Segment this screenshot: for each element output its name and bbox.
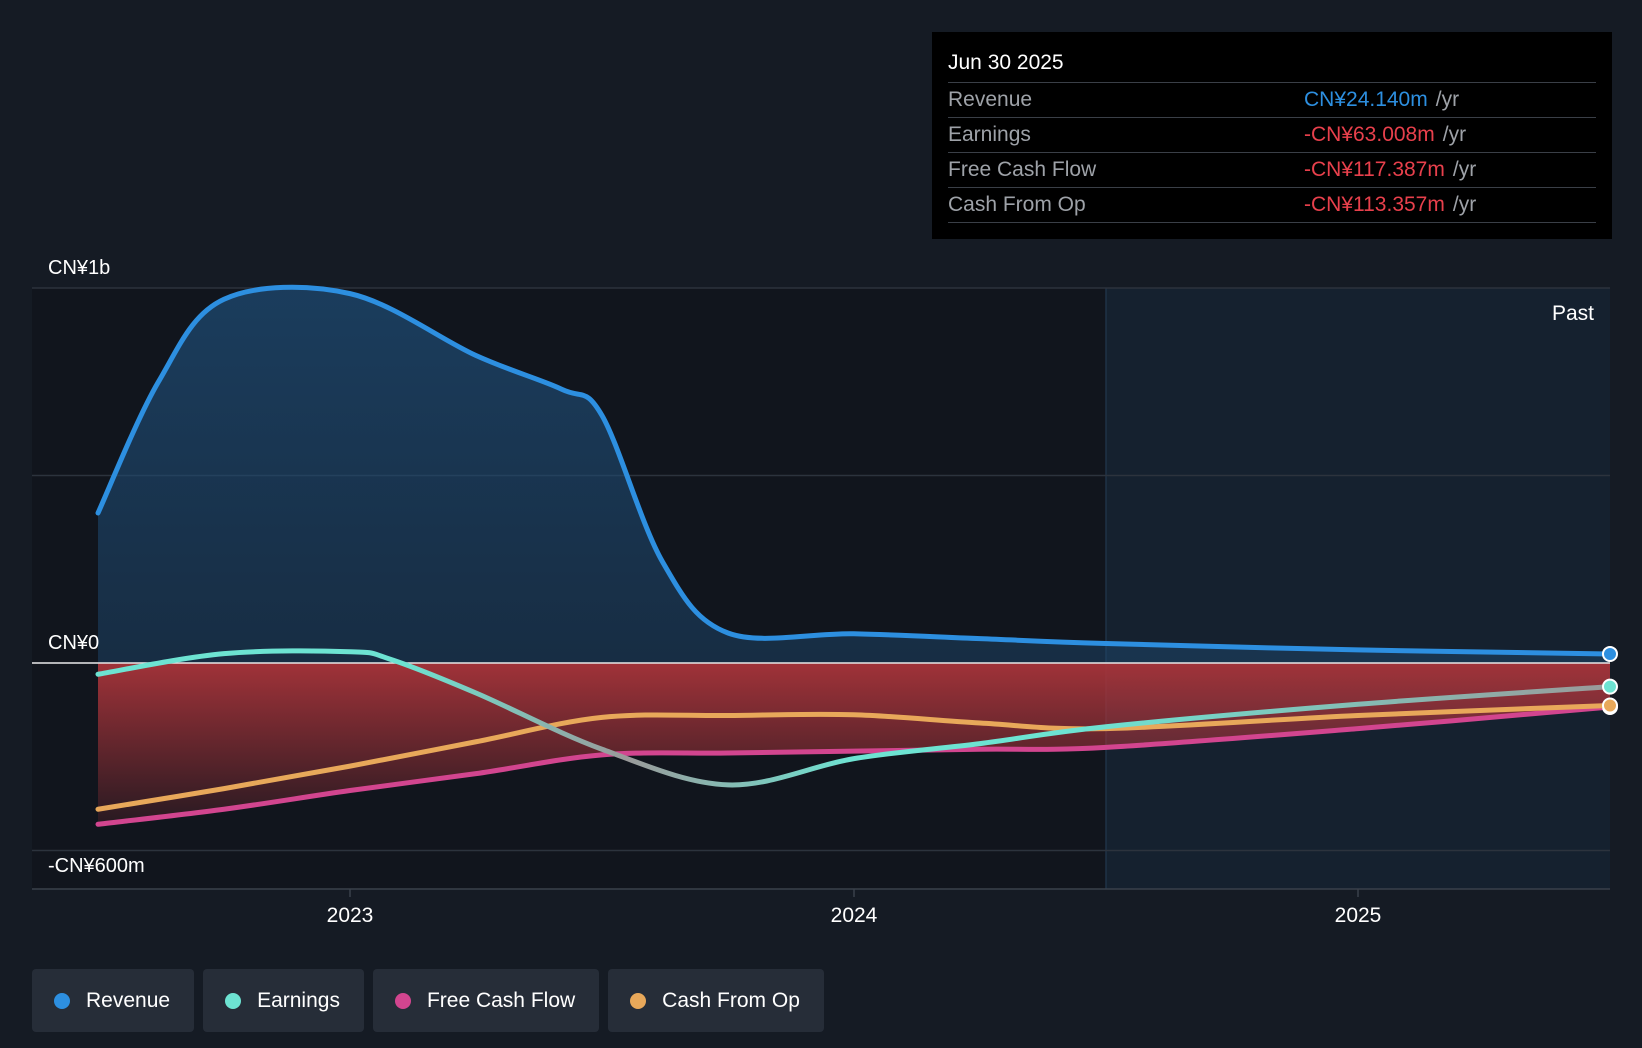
revenue-area bbox=[98, 287, 1610, 663]
legend-label: Cash From Op bbox=[662, 988, 800, 1012]
legend-item-cash-from-op[interactable]: Cash From Op bbox=[608, 969, 824, 1032]
past-label: Past bbox=[1552, 302, 1594, 325]
past-region bbox=[1106, 288, 1610, 889]
legend-dot-icon bbox=[630, 992, 647, 1009]
tooltip-unit: /yr bbox=[1452, 193, 1477, 216]
x-tick-label: 2024 bbox=[831, 904, 878, 927]
y-tick-label: CN¥1b bbox=[48, 257, 110, 279]
tooltip-label: Cash From Op bbox=[948, 193, 1086, 216]
tooltip-label: Revenue bbox=[948, 88, 1033, 111]
negative-area bbox=[98, 663, 1610, 825]
tooltip-label: Earnings bbox=[948, 123, 1031, 146]
y-tick-label: -CN¥600m bbox=[48, 855, 145, 877]
tooltip-row-revenue: Revenue CN¥24.140m /yr bbox=[948, 83, 1596, 118]
tooltip-value: -CN¥117.387m bbox=[1304, 158, 1445, 181]
legend-label: Earnings bbox=[257, 988, 340, 1012]
series-line-cfo bbox=[95, 703, 1613, 812]
legend-item-revenue[interactable]: Revenue bbox=[32, 969, 195, 1032]
legend-dot-icon bbox=[394, 992, 411, 1009]
end-point-cfo bbox=[1602, 697, 1618, 714]
y-tick-label: CN¥0 bbox=[48, 632, 99, 654]
tooltip: Jun 30 2025 Revenue CN¥24.140m /yr Earni… bbox=[932, 32, 1612, 239]
end-point-revenue bbox=[1602, 645, 1618, 662]
tooltip-unit: /yr bbox=[1452, 158, 1477, 181]
series-line-earnings bbox=[95, 648, 1613, 788]
tooltip-row-earnings: Earnings -CN¥63.008m /yr bbox=[948, 118, 1596, 153]
tooltip-unit: /yr bbox=[1435, 88, 1460, 111]
tooltip-value: CN¥24.140m bbox=[1304, 88, 1428, 111]
x-tick-label: 2023 bbox=[327, 904, 374, 927]
legend-item-free-cash-flow[interactable]: Free Cash Flow bbox=[372, 969, 600, 1032]
legend-label: Free Cash Flow bbox=[426, 988, 576, 1012]
tooltip-date: Jun 30 2025 bbox=[948, 48, 1596, 83]
x-tick-label: 2025 bbox=[1335, 904, 1382, 927]
tooltip-unit: /yr bbox=[1442, 123, 1467, 146]
tooltip-row-cash-from-op: Cash From Op -CN¥113.357m /yr bbox=[948, 188, 1596, 223]
series-line-fcf bbox=[95, 704, 1613, 827]
tooltip-value: -CN¥63.008m bbox=[1304, 123, 1435, 146]
legend-dot-icon bbox=[225, 992, 242, 1009]
series-line-revenue bbox=[95, 284, 1613, 657]
end-point-earnings bbox=[1602, 678, 1618, 695]
legend-dot-icon bbox=[54, 992, 70, 1009]
legend: Revenue Earnings Free Cash Flow Cash Fro… bbox=[32, 969, 824, 1032]
tooltip-value: -CN¥113.357m bbox=[1304, 193, 1445, 216]
legend-item-earnings[interactable]: Earnings bbox=[203, 969, 364, 1032]
tooltip-label: Free Cash Flow bbox=[948, 158, 1097, 181]
tooltip-row-free-cash-flow: Free Cash Flow -CN¥117.387m /yr bbox=[948, 153, 1596, 188]
legend-label: Revenue bbox=[86, 988, 171, 1012]
